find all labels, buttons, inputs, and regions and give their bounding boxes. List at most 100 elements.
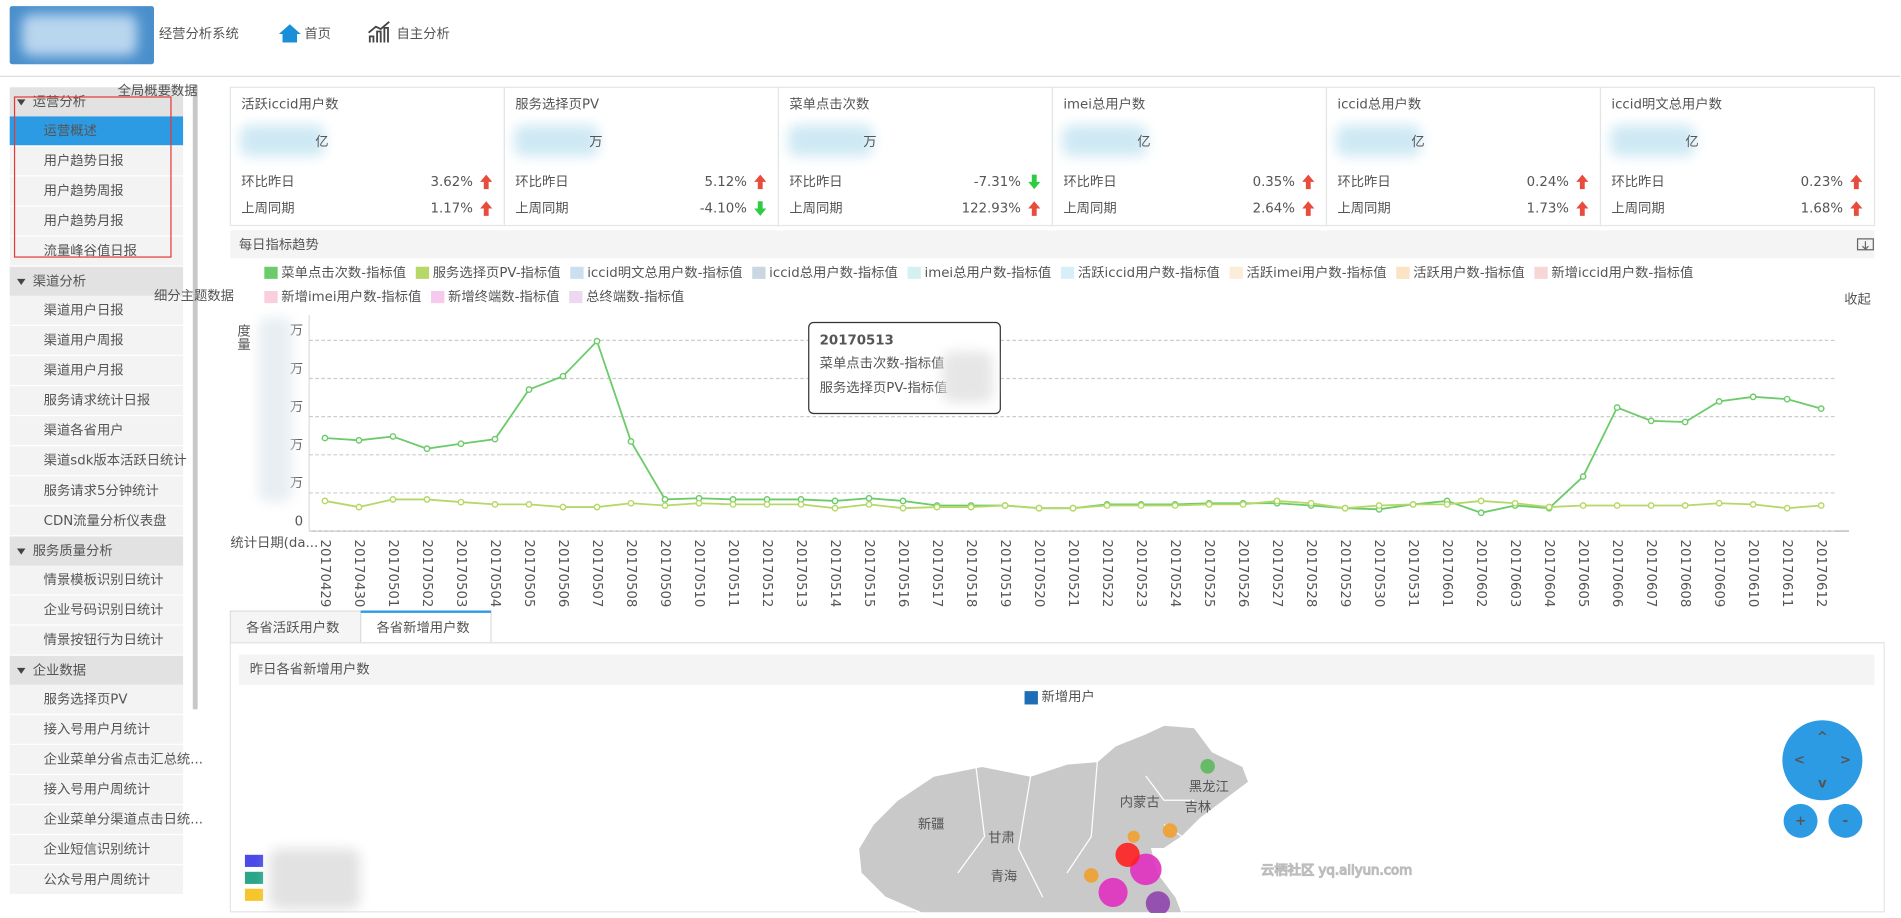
tab-label[interactable]: 各省新增用户数 [376,619,469,636]
kpi-row-label: 上周同期 [1337,201,1390,217]
menu-item[interactable] [9,446,184,476]
menu-item-label[interactable]: 渠道各省用户 [44,422,124,439]
pan-control[interactable] [1782,720,1863,801]
menu-item-label[interactable]: 用户趋势月报 [44,212,124,229]
menu-item-label[interactable]: 企业短信识别统计 [44,841,151,858]
legend-label[interactable]: 新增iccid用户数-指标值 [1551,264,1693,281]
zoom-button[interactable] [1828,803,1863,838]
tab-label[interactable]: 各省活跃用户数 [246,619,339,636]
data-point [1477,509,1485,517]
menu-item[interactable] [9,325,184,355]
menu-item-label[interactable]: 接入号用户周统计 [44,781,151,798]
menu-group[interactable] [9,266,184,296]
control-symbol[interactable]: v [1818,776,1827,791]
kpi-row-label: 环比昨日 [789,174,842,190]
menu-item-label[interactable]: 服务请求统计日报 [44,393,151,409]
menu-item-label[interactable]: 渠道用户日报 [44,301,124,318]
menu-item[interactable] [9,684,184,714]
data-point [1273,497,1281,505]
menu-item-label[interactable]: 用户趋势日报 [44,152,124,169]
control-symbol[interactable]: > [1840,753,1851,768]
kpi-change: 2.64% [1253,202,1295,217]
x-tick-label: 20170606 [1609,540,1624,608]
menu-item[interactable] [9,386,184,415]
download-icon[interactable] [1856,238,1874,251]
legend-label[interactable]: imei总用户数-指标值 [925,264,1052,281]
legend-label[interactable]: 总终端数-指标值 [586,289,684,305]
menu-item-label[interactable]: 服务请求5分钟统计 [44,482,159,499]
menu-item-label[interactable]: 企业菜单分省点击汇总统... [44,751,203,768]
menu-item-label[interactable]: 用户趋势周报 [44,182,124,199]
map-bubble [1130,853,1162,886]
menu-item[interactable] [9,176,184,206]
collapse-link[interactable]: 收起 [1844,291,1871,307]
menu-item[interactable] [9,116,184,146]
legend-label[interactable]: 活跃imei用户数-指标值 [1247,264,1387,281]
legend-label[interactable]: 活跃iccid用户数-指标值 [1078,264,1220,281]
menu-item[interactable] [9,714,184,744]
legend-swatch [264,266,278,279]
legend-label[interactable]: 活跃用户数-指标值 [1413,264,1524,281]
menu-item-label[interactable]: 渠道用户月报 [44,362,124,379]
legend-label[interactable]: 服务选择页PV-指标值 [433,265,561,281]
menu-item-label[interactable]: 公众号用户周统计 [44,871,151,888]
x-tick-label: 20170610 [1745,540,1760,608]
tab[interactable] [360,610,492,644]
tab[interactable] [229,610,362,644]
kpi-row-label: 环比昨日 [1611,174,1664,190]
legend-label[interactable]: 新增终端数-指标值 [448,289,559,305]
menu-item-label[interactable]: 情景模板识别日统计 [44,572,164,588]
menu-item-label[interactable]: CDN流量分析仪表盘 [44,512,167,529]
legend-label[interactable]: 新增用户 [1042,688,1095,705]
legend-label[interactable]: iccid明文总用户数-指标值 [587,264,742,281]
menu-item-label[interactable]: 情景按钮行为日统计 [44,632,164,648]
menu-group[interactable] [9,87,184,117]
x-tick-label: 20170602 [1473,540,1488,608]
menu-item[interactable] [9,476,184,506]
menu-item[interactable] [9,206,184,236]
menu-item[interactable] [9,775,184,804]
menu-group-title[interactable]: 渠道分析 [33,273,86,289]
legend-swatch [570,266,584,279]
menu-item[interactable] [9,595,184,625]
menu-item-label[interactable]: 运营概述 [44,123,97,139]
nav-link[interactable]: 自主分析 [396,26,449,42]
menu-item[interactable] [9,805,184,834]
menu-item-label[interactable]: 流量峰谷值日报 [44,243,137,259]
menu-group-title[interactable]: 运营分析 [33,94,86,110]
kpi-change: 0.24% [1527,175,1569,190]
control-symbol[interactable]: < [1794,753,1805,768]
legend-label[interactable]: iccid总用户数-指标值 [769,264,898,281]
menu-group[interactable] [9,536,184,566]
control-symbol[interactable]: ^ [1817,730,1828,745]
menu-item-label[interactable]: 服务选择页PV [44,691,128,707]
menu-item-label[interactable]: 渠道sdk版本活跃日统计 [44,453,187,469]
control-symbol[interactable]: - [1843,814,1849,829]
blurred-value [258,317,293,502]
nav-link[interactable]: 首页 [304,26,331,42]
x-tick-label: 20170529 [1337,540,1352,608]
menu-item[interactable] [9,416,184,445]
menu-item-label[interactable]: 企业号码识别日统计 [44,601,164,618]
control-symbol[interactable]: + [1795,814,1806,829]
menu-group[interactable] [9,655,184,685]
menu-item[interactable] [9,355,184,385]
menu-item[interactable] [9,865,184,895]
menu-item[interactable] [9,835,184,865]
menu-item[interactable] [9,295,184,325]
legend-label[interactable]: 菜单点击次数-指标值 [281,265,406,281]
menu-item-label[interactable]: 渠道用户周报 [44,331,124,348]
menu-item[interactable] [9,565,184,595]
menu-item-label[interactable]: 接入号用户月统计 [44,720,151,737]
menu-group-title[interactable]: 企业数据 [33,661,86,678]
menu-item[interactable] [9,625,184,655]
menu-item-label[interactable]: 企业菜单分渠道点击日统... [44,811,203,828]
menu-group-title[interactable]: 服务质量分析 [33,543,113,559]
legend-label[interactable]: 新增imei用户数-指标值 [281,288,421,305]
menu-item[interactable] [9,506,184,536]
menu-item[interactable] [9,236,184,266]
menu-item[interactable] [9,744,184,774]
zoom-button[interactable] [1783,803,1818,838]
menu-item[interactable] [9,146,184,176]
